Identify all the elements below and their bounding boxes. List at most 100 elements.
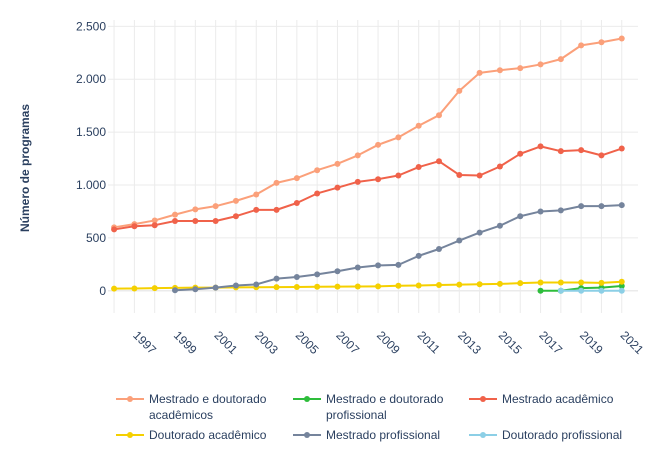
data-point[interactable]	[375, 176, 382, 183]
data-point[interactable]	[334, 184, 341, 191]
data-point[interactable]	[456, 87, 463, 94]
data-point[interactable]	[578, 287, 585, 294]
data-point[interactable]	[618, 202, 625, 209]
legend-item[interactable]: Mestrado acadêmico	[469, 392, 614, 406]
data-point[interactable]	[496, 222, 503, 229]
data-point[interactable]	[334, 160, 341, 167]
data-point[interactable]	[435, 158, 442, 165]
data-point[interactable]	[537, 279, 544, 286]
series-2[interactable]	[111, 143, 625, 233]
data-point[interactable]	[496, 163, 503, 170]
data-point[interactable]	[273, 179, 280, 186]
data-point[interactable]	[212, 203, 219, 210]
data-point[interactable]	[618, 145, 625, 152]
legend-item[interactable]: Doutorado profissional	[469, 428, 622, 442]
data-point[interactable]	[375, 262, 382, 269]
data-point[interactable]	[172, 287, 179, 294]
data-point[interactable]	[415, 282, 422, 289]
data-point[interactable]	[273, 275, 280, 282]
data-point[interactable]	[435, 281, 442, 288]
data-point[interactable]	[517, 65, 524, 72]
data-point[interactable]	[375, 141, 382, 148]
data-point[interactable]	[192, 286, 199, 293]
data-point[interactable]	[293, 283, 300, 290]
data-point[interactable]	[598, 152, 605, 159]
legend-item[interactable]: Mestrado e doutorado profissional	[293, 392, 444, 422]
data-point[interactable]	[537, 61, 544, 68]
data-point[interactable]	[293, 274, 300, 281]
data-point[interactable]	[314, 167, 321, 174]
data-point[interactable]	[537, 208, 544, 215]
data-point[interactable]	[598, 39, 605, 46]
data-point[interactable]	[557, 279, 564, 286]
series-0[interactable]	[111, 35, 625, 231]
data-point[interactable]	[111, 226, 118, 233]
series-5[interactable]	[557, 287, 625, 294]
data-point[interactable]	[192, 217, 199, 224]
data-point[interactable]	[111, 285, 118, 292]
data-point[interactable]	[557, 287, 564, 294]
data-point[interactable]	[131, 285, 138, 292]
series-4[interactable]	[172, 202, 625, 294]
series-line[interactable]	[113, 37, 622, 229]
series-3[interactable]	[111, 278, 625, 292]
data-point[interactable]	[172, 211, 179, 218]
data-point[interactable]	[517, 213, 524, 220]
legend-item[interactable]: Mestrado e doutorado acadêmicos	[116, 392, 267, 422]
data-point[interactable]	[517, 280, 524, 287]
data-point[interactable]	[578, 279, 585, 286]
data-point[interactable]	[456, 237, 463, 244]
data-point[interactable]	[395, 261, 402, 268]
data-point[interactable]	[415, 164, 422, 171]
data-point[interactable]	[476, 281, 483, 288]
data-point[interactable]	[395, 282, 402, 289]
data-point[interactable]	[253, 206, 260, 213]
data-point[interactable]	[354, 264, 361, 271]
series-line[interactable]	[113, 145, 623, 231]
data-point[interactable]	[334, 283, 341, 290]
data-point[interactable]	[314, 283, 321, 290]
data-point[interactable]	[537, 287, 544, 294]
data-point[interactable]	[334, 268, 341, 275]
data-point[interactable]	[131, 223, 138, 230]
series-line[interactable]	[114, 280, 622, 290]
data-point[interactable]	[151, 217, 158, 224]
data-point[interactable]	[618, 283, 625, 290]
data-point[interactable]	[496, 280, 503, 287]
data-point[interactable]	[253, 191, 260, 198]
data-point[interactable]	[557, 148, 564, 155]
data-point[interactable]	[578, 147, 585, 154]
data-point[interactable]	[557, 56, 564, 63]
data-point[interactable]	[598, 279, 605, 286]
data-point[interactable]	[476, 229, 483, 236]
data-point[interactable]	[212, 284, 219, 291]
data-point[interactable]	[435, 246, 442, 253]
data-point[interactable]	[354, 178, 361, 185]
data-point[interactable]	[192, 206, 199, 213]
data-point[interactable]	[354, 152, 361, 159]
data-point[interactable]	[375, 283, 382, 290]
data-point[interactable]	[537, 143, 544, 150]
data-point[interactable]	[232, 213, 239, 220]
data-point[interactable]	[517, 150, 524, 157]
data-point[interactable]	[395, 172, 402, 179]
data-point[interactable]	[476, 172, 483, 179]
data-point[interactable]	[415, 252, 422, 259]
data-point[interactable]	[578, 42, 585, 49]
data-point[interactable]	[395, 134, 402, 141]
data-point[interactable]	[253, 281, 260, 288]
data-point[interactable]	[578, 203, 585, 210]
data-point[interactable]	[456, 281, 463, 288]
data-point[interactable]	[151, 222, 158, 229]
data-point[interactable]	[293, 175, 300, 182]
data-point[interactable]	[618, 287, 625, 294]
data-point[interactable]	[314, 190, 321, 197]
data-point[interactable]	[415, 122, 422, 129]
data-point[interactable]	[557, 207, 564, 214]
data-point[interactable]	[212, 217, 219, 224]
data-point[interactable]	[314, 271, 321, 278]
data-point[interactable]	[435, 112, 442, 119]
data-point[interactable]	[232, 282, 239, 289]
data-point[interactable]	[618, 278, 625, 285]
